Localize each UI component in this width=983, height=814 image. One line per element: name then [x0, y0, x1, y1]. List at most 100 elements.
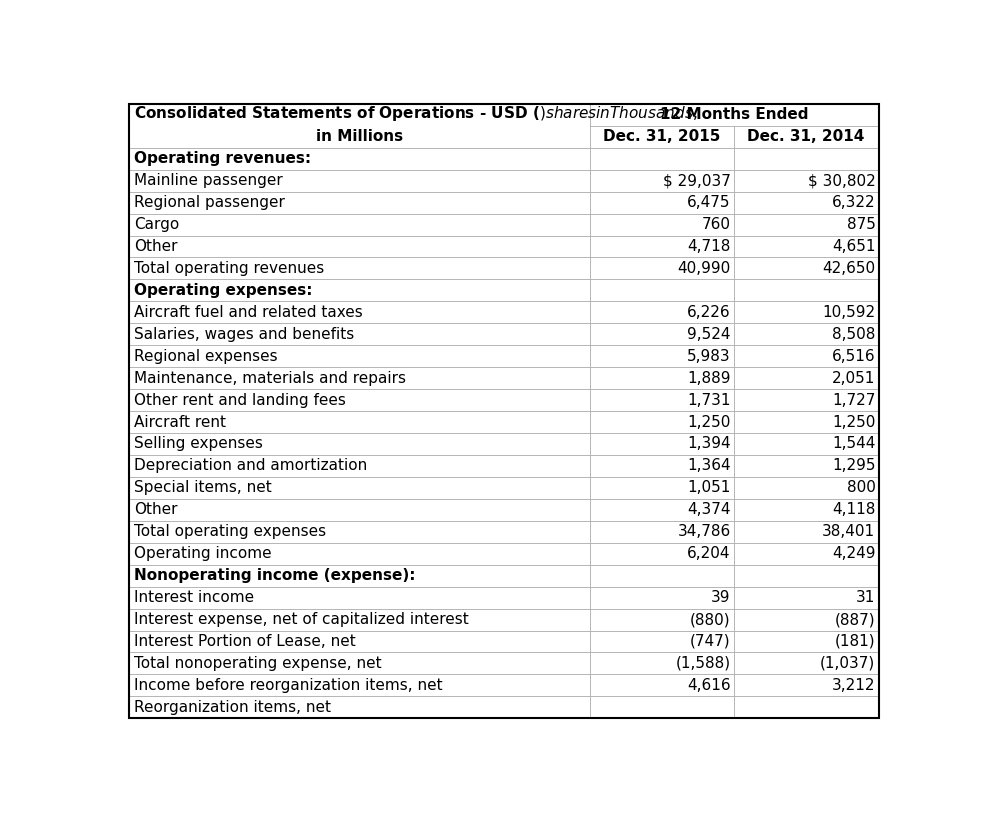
Text: Salaries, wages and benefits: Salaries, wages and benefits — [134, 326, 354, 342]
Bar — [590, 191, 734, 213]
Bar — [590, 499, 734, 521]
Bar — [590, 521, 734, 543]
Text: 12 Months Ended: 12 Months Ended — [660, 107, 808, 122]
Bar — [129, 609, 590, 631]
Text: (887): (887) — [835, 612, 876, 627]
Text: 1,250: 1,250 — [832, 414, 876, 430]
Bar — [734, 235, 879, 257]
Text: 4,118: 4,118 — [832, 502, 876, 518]
Bar — [129, 675, 590, 696]
Bar — [129, 323, 590, 345]
Text: Nonoperating income (expense):: Nonoperating income (expense): — [134, 568, 415, 583]
Text: Total nonoperating expense, net: Total nonoperating expense, net — [134, 656, 381, 671]
Text: Regional passenger: Regional passenger — [134, 195, 285, 210]
Text: (1,588): (1,588) — [675, 656, 730, 671]
Bar — [734, 653, 879, 675]
Text: Interest expense, net of capitalized interest: Interest expense, net of capitalized int… — [134, 612, 469, 627]
Bar — [590, 301, 734, 323]
Bar — [734, 587, 879, 609]
Bar — [590, 104, 879, 126]
Text: Maintenance, materials and repairs: Maintenance, materials and repairs — [134, 370, 406, 386]
Text: 2,051: 2,051 — [832, 370, 876, 386]
Bar — [129, 389, 590, 411]
Text: Other rent and landing fees: Other rent and landing fees — [134, 392, 346, 408]
Bar — [590, 367, 734, 389]
Bar — [129, 147, 590, 169]
Bar — [590, 433, 734, 455]
Bar — [734, 411, 879, 433]
Text: 760: 760 — [702, 217, 730, 232]
Bar — [734, 499, 879, 521]
Text: Selling expenses: Selling expenses — [134, 436, 262, 452]
Text: 4,718: 4,718 — [687, 239, 730, 254]
Bar — [590, 675, 734, 696]
Bar — [129, 565, 590, 587]
Bar — [129, 345, 590, 367]
Text: Other: Other — [134, 239, 177, 254]
Text: 875: 875 — [846, 217, 876, 232]
Text: Regional expenses: Regional expenses — [134, 348, 277, 364]
Bar — [590, 411, 734, 433]
Bar — [734, 433, 879, 455]
Text: 6,516: 6,516 — [832, 348, 876, 364]
Bar — [590, 696, 734, 718]
Text: 1,364: 1,364 — [687, 458, 730, 474]
Bar — [734, 609, 879, 631]
Bar — [129, 169, 590, 191]
Bar — [129, 257, 590, 279]
Text: Special items, net: Special items, net — [134, 480, 271, 496]
Text: Consolidated Statements of Operations - USD ($) shares in Thousands, $: Consolidated Statements of Operations - … — [134, 104, 697, 123]
Bar — [734, 565, 879, 587]
Text: $ 29,037: $ 29,037 — [663, 173, 730, 188]
Text: 3,212: 3,212 — [832, 678, 876, 693]
Text: Operating expenses:: Operating expenses: — [134, 283, 313, 298]
Text: (747): (747) — [690, 634, 730, 649]
Bar — [734, 279, 879, 301]
Bar — [590, 565, 734, 587]
Bar — [590, 213, 734, 235]
Bar — [129, 543, 590, 565]
Text: 1,889: 1,889 — [687, 370, 730, 386]
Text: (1,037): (1,037) — [820, 656, 876, 671]
Bar — [129, 653, 590, 675]
Bar — [129, 696, 590, 718]
Text: 6,204: 6,204 — [687, 546, 730, 561]
Bar — [129, 104, 590, 147]
Bar — [590, 147, 734, 169]
Text: Operating revenues:: Operating revenues: — [134, 151, 311, 166]
Text: 4,616: 4,616 — [687, 678, 730, 693]
Bar — [734, 257, 879, 279]
Text: 6,226: 6,226 — [687, 304, 730, 320]
Bar — [734, 675, 879, 696]
Text: Aircraft rent: Aircraft rent — [134, 414, 226, 430]
Text: $ 30,802: $ 30,802 — [808, 173, 876, 188]
Text: 1,394: 1,394 — [687, 436, 730, 452]
Text: 1,250: 1,250 — [687, 414, 730, 430]
Bar — [590, 543, 734, 565]
Text: 5,983: 5,983 — [687, 348, 730, 364]
Text: 38,401: 38,401 — [822, 524, 876, 539]
Text: 4,651: 4,651 — [832, 239, 876, 254]
Bar — [734, 477, 879, 499]
Bar — [129, 191, 590, 213]
Bar — [590, 126, 734, 147]
Text: 6,322: 6,322 — [832, 195, 876, 210]
Bar — [129, 367, 590, 389]
Bar — [590, 345, 734, 367]
Bar — [734, 323, 879, 345]
Text: 10,592: 10,592 — [822, 304, 876, 320]
Text: Aircraft fuel and related taxes: Aircraft fuel and related taxes — [134, 304, 363, 320]
Bar — [129, 411, 590, 433]
Bar — [734, 696, 879, 718]
Bar — [129, 455, 590, 477]
Bar — [129, 235, 590, 257]
Bar — [590, 587, 734, 609]
Text: 31: 31 — [856, 590, 876, 605]
Bar — [734, 191, 879, 213]
Bar — [734, 169, 879, 191]
Text: Total operating expenses: Total operating expenses — [134, 524, 325, 539]
Bar — [129, 213, 590, 235]
Bar — [590, 257, 734, 279]
Text: Total operating revenues: Total operating revenues — [134, 261, 324, 276]
Bar — [734, 345, 879, 367]
